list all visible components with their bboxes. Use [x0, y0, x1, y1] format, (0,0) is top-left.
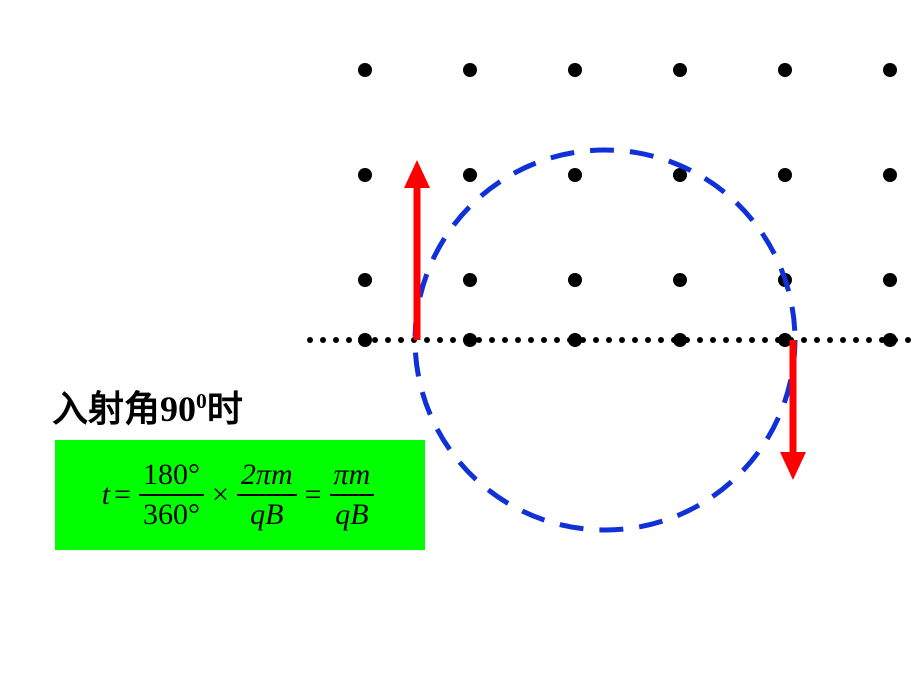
frac3-den: qB — [331, 497, 372, 533]
frac-result: πm qB — [330, 457, 375, 533]
frac3-num: πm — [330, 457, 375, 493]
angle-label: 入射角900时 — [52, 380, 243, 432]
frac2-den: qB — [246, 497, 287, 533]
physics-diagram — [0, 0, 920, 690]
frac-period: 2πm qB — [237, 457, 297, 533]
frac-angle: 180° 360° — [139, 457, 204, 533]
label-prefix: 入射角90 — [52, 389, 196, 429]
formula-eq1: = — [114, 478, 131, 512]
formula-times: × — [212, 478, 229, 512]
label-suffix: 时 — [207, 389, 243, 429]
formula-lhs: t — [102, 478, 110, 512]
formula-box: t = 180° 360° × 2πm qB = πm qB — [55, 440, 425, 550]
formula-eq2: = — [305, 478, 322, 512]
frac1-num: 180° — [139, 457, 204, 493]
frac1-den: 360° — [139, 497, 204, 533]
label-super: 0 — [196, 389, 207, 413]
frac2-num: 2πm — [237, 457, 297, 493]
formula-content: t = 180° 360° × 2πm qB = πm qB — [102, 457, 379, 533]
